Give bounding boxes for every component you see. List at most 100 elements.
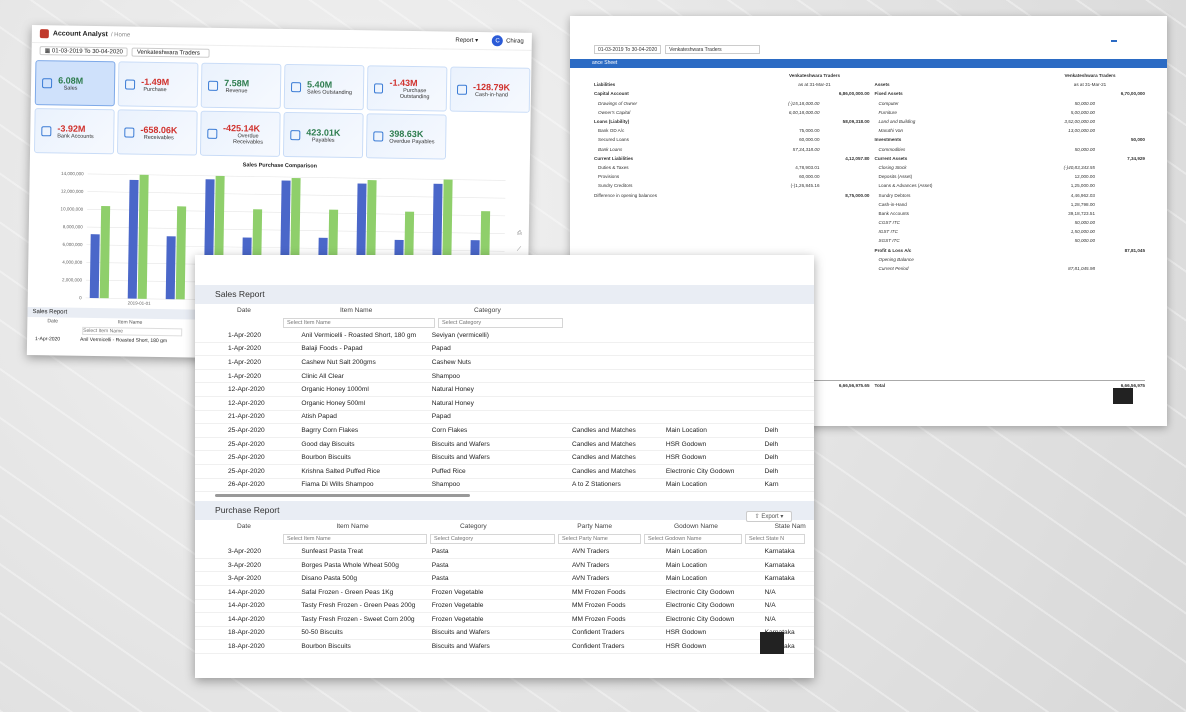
bar[interactable] [99, 205, 111, 299]
company-select[interactable]: Venkateshwara Traders [131, 47, 210, 58]
item-filter-input[interactable] [82, 326, 183, 337]
column-date[interactable]: Date [237, 307, 251, 314]
kpi-card[interactable]: 5.40M Sales Outstanding [283, 63, 365, 111]
kpi-value: 398.63K [389, 128, 424, 139]
category-filter-input[interactable] [430, 534, 555, 545]
kpi-card[interactable]: -658.06K Receivables [116, 109, 198, 156]
table-row[interactable]: 3-Apr-2020 Sunfeast Pasta Treat Pasta AVN T… [195, 545, 814, 559]
table-row[interactable]: 25-Apr-2020 Krishna Salted Puffed Rice Puf… [195, 465, 814, 479]
table-row[interactable]: 25-Apr-2020 Bagrry Corn Flakes Corn Flakes… [195, 424, 814, 438]
ledger-name[interactable]: CGST ITC [878, 220, 900, 226]
table-row[interactable]: 26-Apr-2020 Fiama Di Wills Shampoo Shampoo… [195, 479, 814, 493]
line-chart-icon[interactable]: ⟋ [516, 246, 522, 253]
state-filter-input[interactable] [745, 534, 805, 545]
ledger-name[interactable]: SGST ITC [878, 238, 900, 244]
ledger-name[interactable]: Bank OD A/c [598, 128, 625, 134]
kpi-card[interactable]: -3.92M Bank Accounts [33, 108, 115, 155]
ledger-name[interactable]: Closing Stock [878, 164, 907, 170]
user-menu[interactable]: C Chirag [492, 35, 524, 47]
date-from-field[interactable]: 01-03-2019 To 30-04-2020 [594, 45, 662, 54]
table-row[interactable]: 12-Apr-2020 Organic Honey 1000ml Natural H… [195, 383, 814, 397]
ledger-name[interactable]: Loans (Liability) [594, 119, 630, 125]
export-button[interactable]: ⇧ Export ▾ [746, 511, 792, 522]
report-menu[interactable]: Report ▾ [455, 37, 478, 44]
kpi-card[interactable]: 398.63K Overdue Payables [365, 113, 447, 160]
ledger-name[interactable]: Sundry Creditors [598, 183, 633, 189]
ledger-name[interactable]: Current Period [878, 266, 909, 272]
table-row[interactable]: 14-Apr-2020 Tasty Fresh Frozen - Sweet Co… [195, 613, 814, 627]
table-row[interactable]: 25-Apr-2020 Good day Biscuits Biscuits and… [195, 438, 814, 452]
column-item-name[interactable]: Item Name [336, 523, 369, 531]
ledger-name[interactable]: Bank Accounts [878, 210, 909, 216]
horizontal-scrollbar[interactable] [215, 494, 470, 498]
item-filter-input[interactable] [283, 318, 435, 328]
ledger-name[interactable]: Secured Loans [598, 137, 629, 143]
ledger-name[interactable]: Duties & Taxes [598, 164, 629, 170]
column-state-name[interactable]: State Nam [774, 523, 806, 531]
ledger-name[interactable]: Commodities [878, 146, 906, 152]
table-row[interactable]: 12-Apr-2020 Organic Honey 500ml Natural Ho… [195, 397, 814, 411]
bar[interactable] [175, 206, 187, 300]
table-row[interactable]: 25-Apr-2020 Bourbon Biscuits Biscuits and … [195, 451, 814, 465]
column-date[interactable]: Date [47, 318, 58, 325]
ledger-name[interactable]: Provisions [598, 174, 620, 180]
ledger-name[interactable]: Profit & Loss A/c [874, 247, 912, 253]
column-date[interactable]: Date [237, 523, 251, 531]
table-row[interactable]: 1-Apr-2020 Clinic All Clear Shampoo [195, 370, 814, 384]
table-row[interactable]: 1-Apr-2020 Anil Vermicelli - Roasted Shor… [195, 329, 814, 343]
ledger-name[interactable]: Difference in opening balances [594, 192, 657, 198]
table-row[interactable]: 21-Apr-2020 Atish Papad Papad [195, 411, 814, 425]
ledger-name[interactable]: Fixed Assets [874, 91, 903, 97]
item-filter-input[interactable] [283, 534, 427, 545]
ledger-name[interactable]: Bank Loans [598, 146, 623, 152]
table-row[interactable]: 18-Apr-2020 50-50 Biscuits Biscuits and Wa… [195, 627, 814, 641]
breadcrumb[interactable]: / Home [110, 31, 131, 39]
kpi-card[interactable]: -1.43M Purchase Outstanding [366, 65, 448, 112]
kpi-card[interactable]: 423.01K Payables [282, 111, 364, 159]
ledger-name[interactable]: Land and Building [878, 119, 916, 125]
table-row[interactable]: 1-Apr-2020 Cashew Nut Salt 200gms Cashew N… [195, 356, 814, 370]
table-row[interactable]: 18-Apr-2020 Bourbon Biscuits Biscuits and … [195, 640, 814, 654]
bar[interactable] [165, 236, 176, 300]
date-range-field[interactable]: ▦ 01-03-2019 To 30-04-2020 [39, 46, 128, 57]
ledger-name[interactable]: Current Assets [874, 155, 908, 161]
column-party-name[interactable]: Party Name [577, 523, 613, 531]
table-row[interactable]: 3-Apr-2020 Borges Pasta Whole Wheat 500g P… [195, 559, 814, 573]
ledger-name[interactable]: Sundry Debtors [878, 192, 911, 198]
bar[interactable] [127, 179, 139, 299]
bar[interactable] [137, 174, 149, 299]
ledger-name[interactable]: IGST ITC [878, 229, 898, 235]
godown-filter-input[interactable] [644, 534, 742, 545]
table-row[interactable]: 3-Apr-2020 Disano Pasta 500g Pasta AVN Trad… [195, 572, 814, 586]
download-icon[interactable]: ⎙ [517, 230, 522, 237]
column-item-name[interactable]: Item Name [340, 307, 373, 314]
ledger-name[interactable]: Loans & Advances (Asset) [878, 183, 933, 189]
ledger-name[interactable]: Drawings of Owner [598, 100, 638, 106]
company-select[interactable]: Venkateshwara Traders [665, 45, 761, 54]
kpi-card[interactable]: -1.49M Purchase [117, 61, 199, 108]
category-filter-input[interactable] [438, 318, 563, 328]
ledger-name[interactable]: Current Liabilities [594, 155, 634, 161]
ledger-name[interactable]: Deposits (Asset) [878, 174, 913, 180]
column-godown-name[interactable]: Godown Name [673, 523, 718, 531]
ledger-name[interactable]: Opening Balance [878, 256, 914, 262]
column-category[interactable]: Category [459, 523, 487, 531]
kpi-card[interactable]: -128.79K Cash-in-hand [449, 66, 531, 113]
ledger-name[interactable]: Owner's Capital [598, 109, 631, 115]
table-row[interactable]: 1-Apr-2020 Balaji Foods - Papad Papad [195, 343, 814, 357]
column-category[interactable]: Category [474, 307, 501, 314]
kpi-card[interactable]: 7.58M Revenue [200, 62, 282, 109]
table-row[interactable]: 14-Apr-2020 Tasty Fresh Frozen - Green Pe… [195, 600, 814, 614]
bar[interactable] [89, 234, 100, 299]
kpi-card[interactable]: 6.08M Sales [34, 60, 116, 107]
ledger-name[interactable]: Investments [874, 137, 902, 143]
ledger-name[interactable]: Computer [878, 100, 899, 106]
table-row[interactable]: 14-Apr-2020 Safal Frozen - Green Peas 1Kg… [195, 586, 814, 600]
kpi-card[interactable]: -425.14K Overdue Receivables [199, 110, 281, 157]
column-item-name[interactable]: Item Name [117, 319, 143, 326]
ledger-name[interactable]: Cash-in-Hand [878, 201, 907, 207]
party-filter-input[interactable] [558, 534, 641, 545]
ledger-name[interactable]: Maruthi Van [878, 128, 904, 134]
ledger-name[interactable]: Furniture [878, 109, 897, 115]
ledger-name[interactable]: Capital Account [594, 91, 629, 97]
